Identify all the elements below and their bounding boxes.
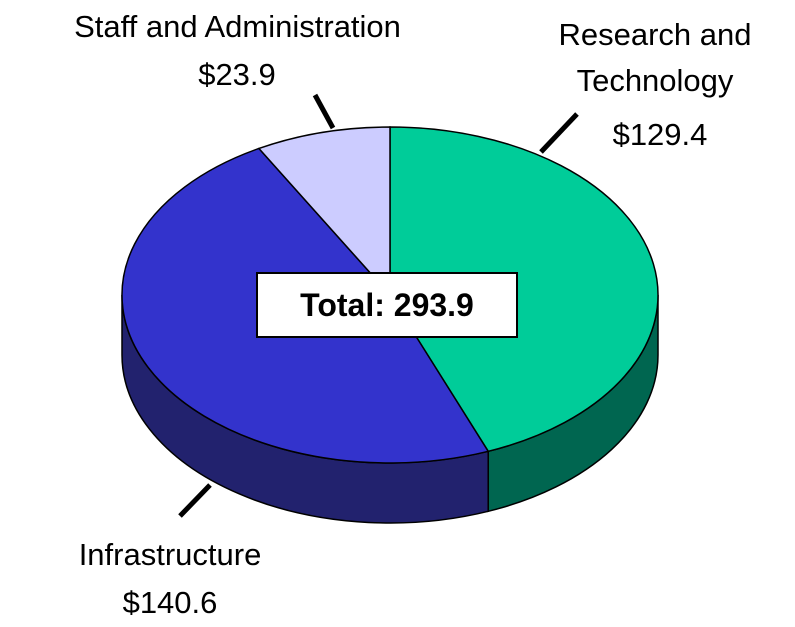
pie-slice <box>257 126 391 297</box>
slice-label: Staff and Administration <box>74 9 401 44</box>
leader-line <box>539 112 579 154</box>
slice-label: Infrastructure <box>78 537 262 572</box>
value-label: $23.9 <box>198 57 276 92</box>
pie-slice <box>389 126 659 453</box>
value-label: $129.4 <box>612 117 708 152</box>
leader-line <box>312 93 336 130</box>
leader-line <box>178 483 212 518</box>
total-annotation: Total: 293.9 <box>256 272 518 338</box>
slice-label: Research and Technology <box>558 17 752 98</box>
value-label: $140.6 <box>122 585 218 620</box>
